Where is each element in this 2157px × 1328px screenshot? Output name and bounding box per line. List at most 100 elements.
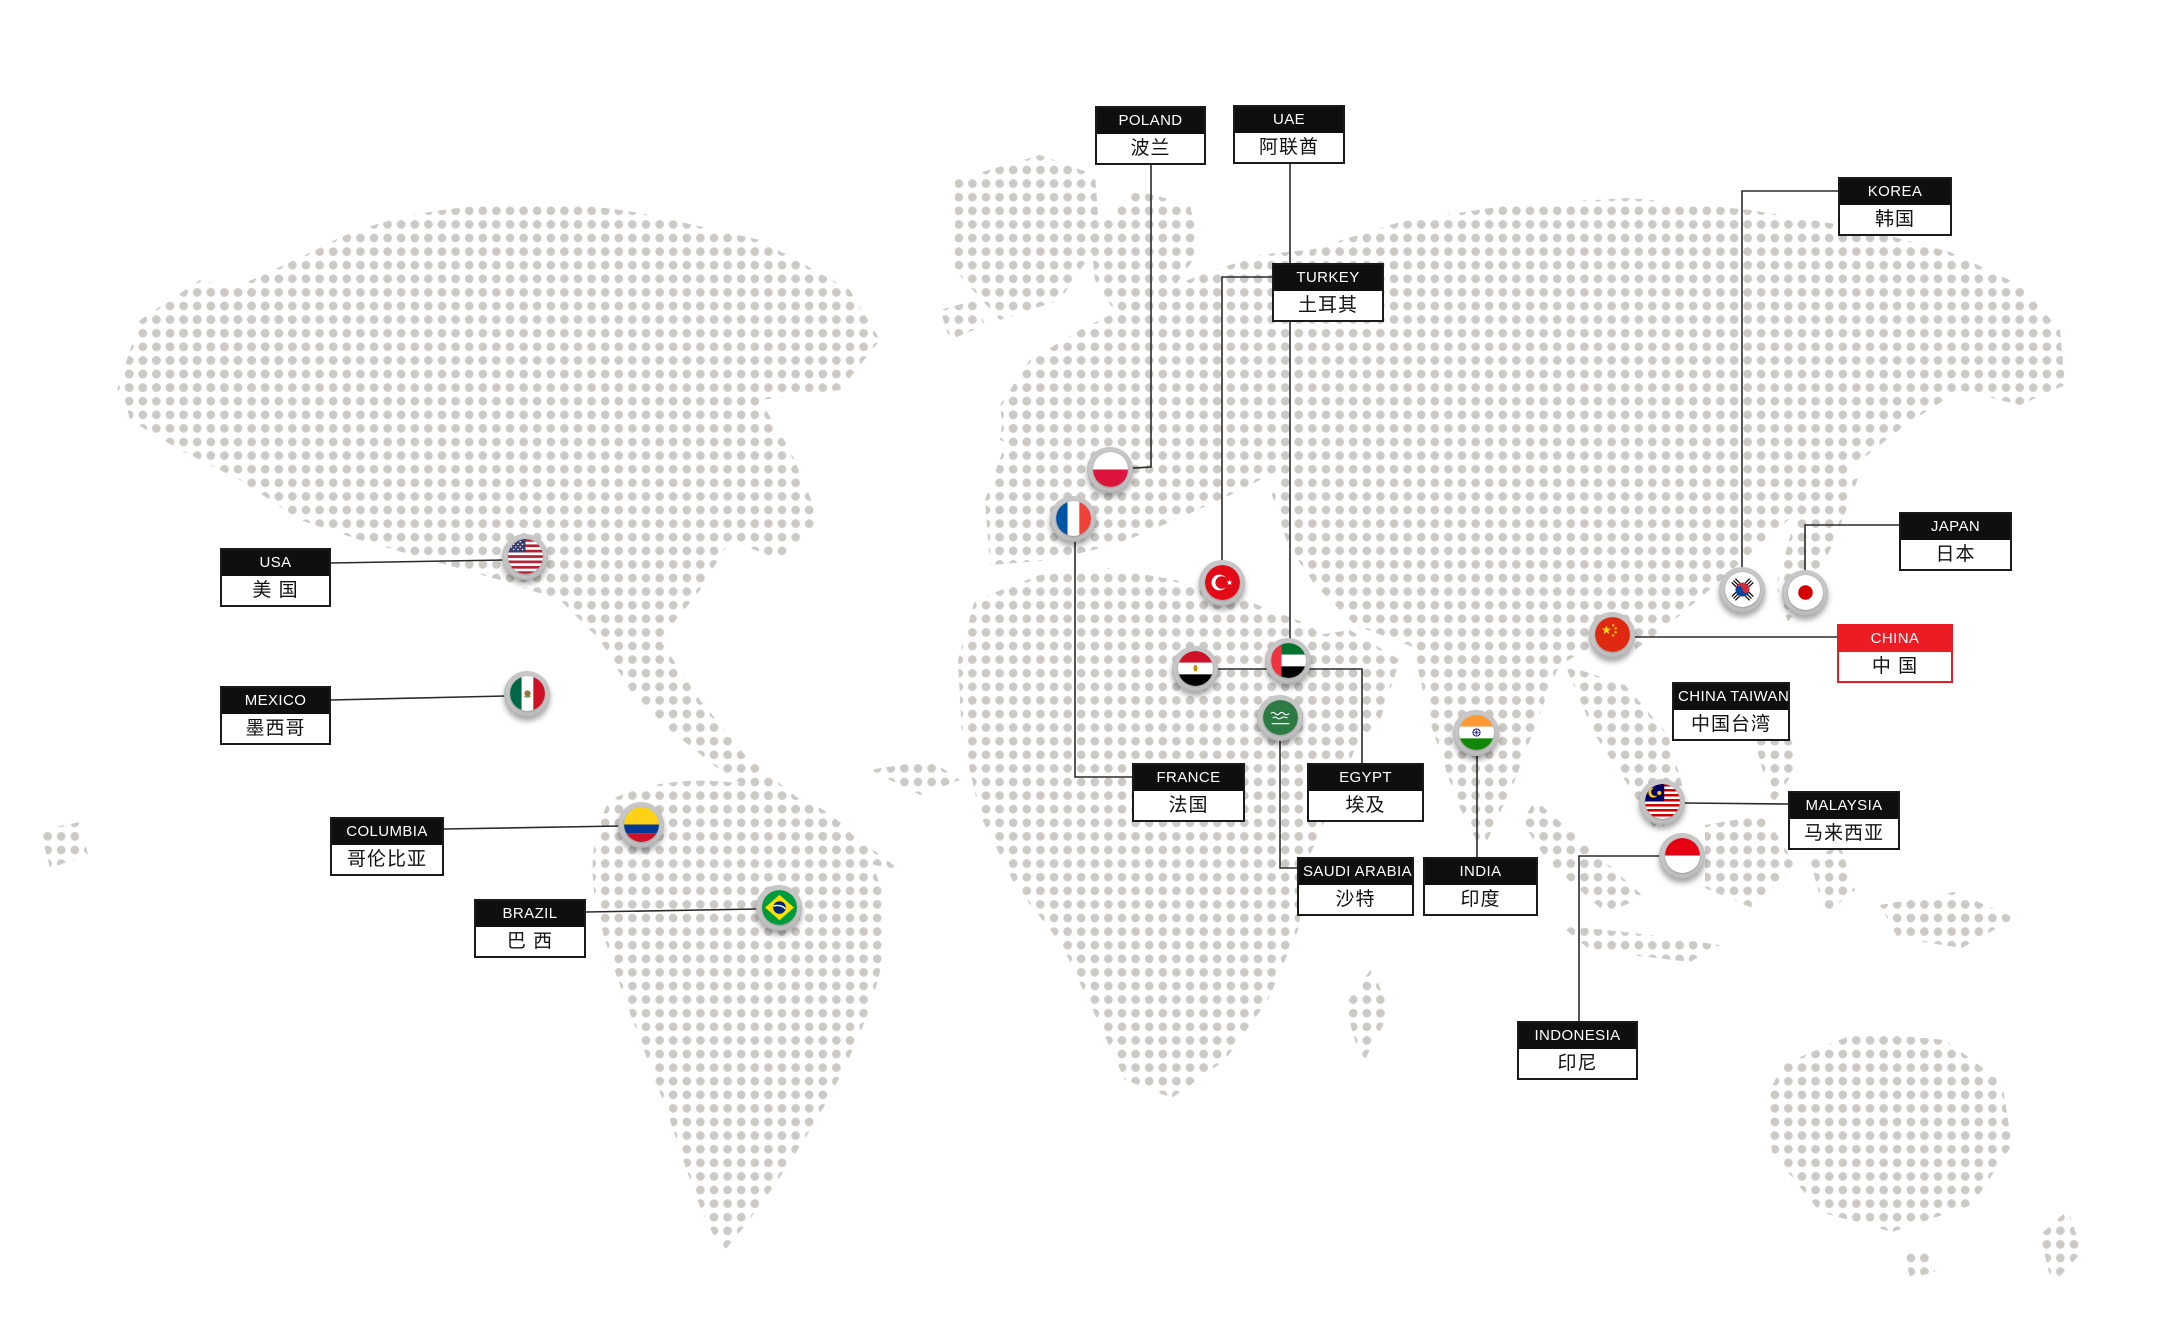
- label-columbia: COLUMBIA 哥伦比亚: [330, 817, 444, 876]
- connector-line-columbia: [443, 825, 621, 830]
- label-indonesia-name-en: INDONESIA: [1519, 1023, 1636, 1049]
- turkey-flag-icon: [1204, 564, 1240, 600]
- label-usa-name-zh: 美 国: [252, 580, 299, 601]
- label-egypt-name-en: EGYPT: [1309, 765, 1422, 791]
- marker-turkey[interactable]: [1199, 560, 1245, 606]
- india-flag-icon: [1458, 714, 1494, 750]
- columbia-flag-icon: [623, 806, 659, 842]
- label-japan: JAPAN 日本: [1899, 512, 2012, 571]
- label-egypt-name-zh: 埃及: [1345, 795, 1386, 816]
- label-korea-name-zh: 韩国: [1874, 209, 1915, 230]
- label-saudi-arabia-name-en: SAUDI ARABIA: [1299, 859, 1412, 885]
- marker-malaysia[interactable]: [1639, 779, 1685, 825]
- label-china-name-en: CHINA: [1839, 626, 1951, 652]
- marker-poland[interactable]: [1087, 447, 1133, 493]
- connector-line-poland: [1115, 160, 1152, 470]
- malaysia-flag-icon: [1644, 783, 1680, 819]
- poland-flag-icon: [1092, 451, 1128, 487]
- label-turkey-name-en: TURKEY: [1274, 265, 1382, 291]
- label-france-name-zh: 法国: [1168, 795, 1209, 816]
- label-korea-name-en: KOREA: [1840, 179, 1950, 205]
- marker-usa[interactable]: [502, 534, 548, 580]
- marker-uae[interactable]: [1265, 638, 1311, 684]
- label-malaysia: MALAYSIA 马来西亚: [1788, 791, 1900, 850]
- label-poland-name-en: POLAND: [1097, 108, 1204, 134]
- label-uae-name-zh: 阿联酋: [1258, 137, 1319, 158]
- marker-brazil[interactable]: [756, 885, 802, 931]
- label-france-name-en: FRANCE: [1134, 765, 1243, 791]
- label-brazil-name-zh: 巴 西: [506, 931, 554, 952]
- label-india-name-zh: 印度: [1460, 889, 1501, 910]
- label-columbia-name-en: COLUMBIA: [332, 819, 442, 845]
- label-india-name-en: INDIA: [1425, 859, 1536, 885]
- uae-flag-icon: [1270, 642, 1306, 678]
- label-mexico-name-en: MEXICO: [222, 688, 329, 714]
- indonesia-flag-icon: [1664, 837, 1700, 873]
- label-malaysia-name-zh: 马来西亚: [1803, 823, 1884, 844]
- marker-france[interactable]: [1050, 496, 1096, 542]
- label-egypt: EGYPT 埃及: [1307, 763, 1424, 822]
- label-uae-name-en: UAE: [1235, 107, 1343, 133]
- france-flag-icon: [1055, 500, 1091, 536]
- egypt-flag-icon: [1177, 650, 1213, 686]
- marker-china[interactable]: [1589, 612, 1635, 658]
- connector-line-turkey: [1221, 276, 1272, 565]
- label-columbia-name-zh: 哥伦比亚: [346, 849, 427, 870]
- connector-line-indonesia: [1578, 855, 1661, 1021]
- marker-saudi-arabia[interactable]: [1257, 695, 1303, 741]
- label-china-taiwan-name-zh: 中国台湾: [1690, 714, 1771, 735]
- connector-line-saudi-arabia: [1279, 739, 1297, 869]
- label-saudi-arabia: SAUDI ARABIA 沙特: [1297, 857, 1414, 916]
- label-france: FRANCE 法国: [1132, 763, 1245, 822]
- marker-egypt[interactable]: [1172, 646, 1218, 692]
- japan-flag-icon: [1787, 574, 1823, 610]
- marker-columbia[interactable]: [618, 802, 664, 848]
- korea-flag-icon: [1724, 571, 1760, 607]
- label-japan-name-en: JAPAN: [1901, 514, 2010, 540]
- label-japan-name-zh: 日本: [1935, 544, 1976, 565]
- label-india: INDIA 印度: [1423, 857, 1538, 916]
- label-uae: UAE 阿联酋: [1233, 105, 1345, 164]
- connector-line-egypt: [1214, 668, 1363, 763]
- label-mexico-name-zh: 墨西哥: [245, 718, 306, 739]
- connector-line-korea: [1741, 190, 1838, 570]
- label-usa: USA 美 国: [220, 548, 331, 607]
- connector-line-mexico: [330, 695, 507, 701]
- label-malaysia-name-en: MALAYSIA: [1790, 793, 1898, 819]
- china-flag-icon: [1594, 616, 1630, 652]
- label-china: CHINA 中 国: [1837, 624, 1953, 683]
- brazil-flag-icon: [761, 889, 797, 925]
- label-saudi-arabia-name-zh: 沙特: [1335, 889, 1376, 910]
- label-turkey: TURKEY 土耳其: [1272, 263, 1384, 322]
- label-china-taiwan-name-en: CHINA TAIWAN: [1674, 684, 1789, 710]
- marker-indonesia[interactable]: [1659, 833, 1705, 879]
- saudi-arabia-flag-icon: [1262, 699, 1298, 735]
- marker-japan[interactable]: [1782, 570, 1828, 616]
- label-usa-name-en: USA: [222, 550, 329, 576]
- label-poland-name-zh: 波兰: [1130, 138, 1171, 159]
- connector-line-usa: [330, 559, 505, 564]
- label-mexico: MEXICO 墨西哥: [220, 686, 331, 745]
- label-china-name-zh: 中 国: [1871, 656, 1919, 677]
- marker-mexico[interactable]: [504, 671, 550, 717]
- label-indonesia: INDONESIA 印尼: [1517, 1021, 1638, 1080]
- connector-line-france: [1074, 540, 1132, 778]
- connector-line-brazil: [585, 908, 758, 913]
- usa-flag-icon: [507, 538, 543, 574]
- label-brazil-name-en: BRAZIL: [476, 901, 584, 927]
- label-china-taiwan: CHINA TAIWAN 中国台湾: [1672, 682, 1790, 741]
- connector-line-malaysia: [1683, 802, 1789, 805]
- label-brazil: BRAZIL 巴 西: [474, 899, 586, 958]
- label-turkey-name-zh: 土耳其: [1297, 295, 1358, 316]
- label-korea: KOREA 韩国: [1838, 177, 1952, 236]
- marker-india[interactable]: [1453, 710, 1499, 756]
- marker-korea[interactable]: [1719, 567, 1765, 613]
- mexico-flag-icon: [509, 675, 545, 711]
- connector-line-japan: [1804, 524, 1899, 575]
- label-indonesia-name-zh: 印尼: [1557, 1053, 1598, 1074]
- label-poland: POLAND 波兰: [1095, 106, 1206, 165]
